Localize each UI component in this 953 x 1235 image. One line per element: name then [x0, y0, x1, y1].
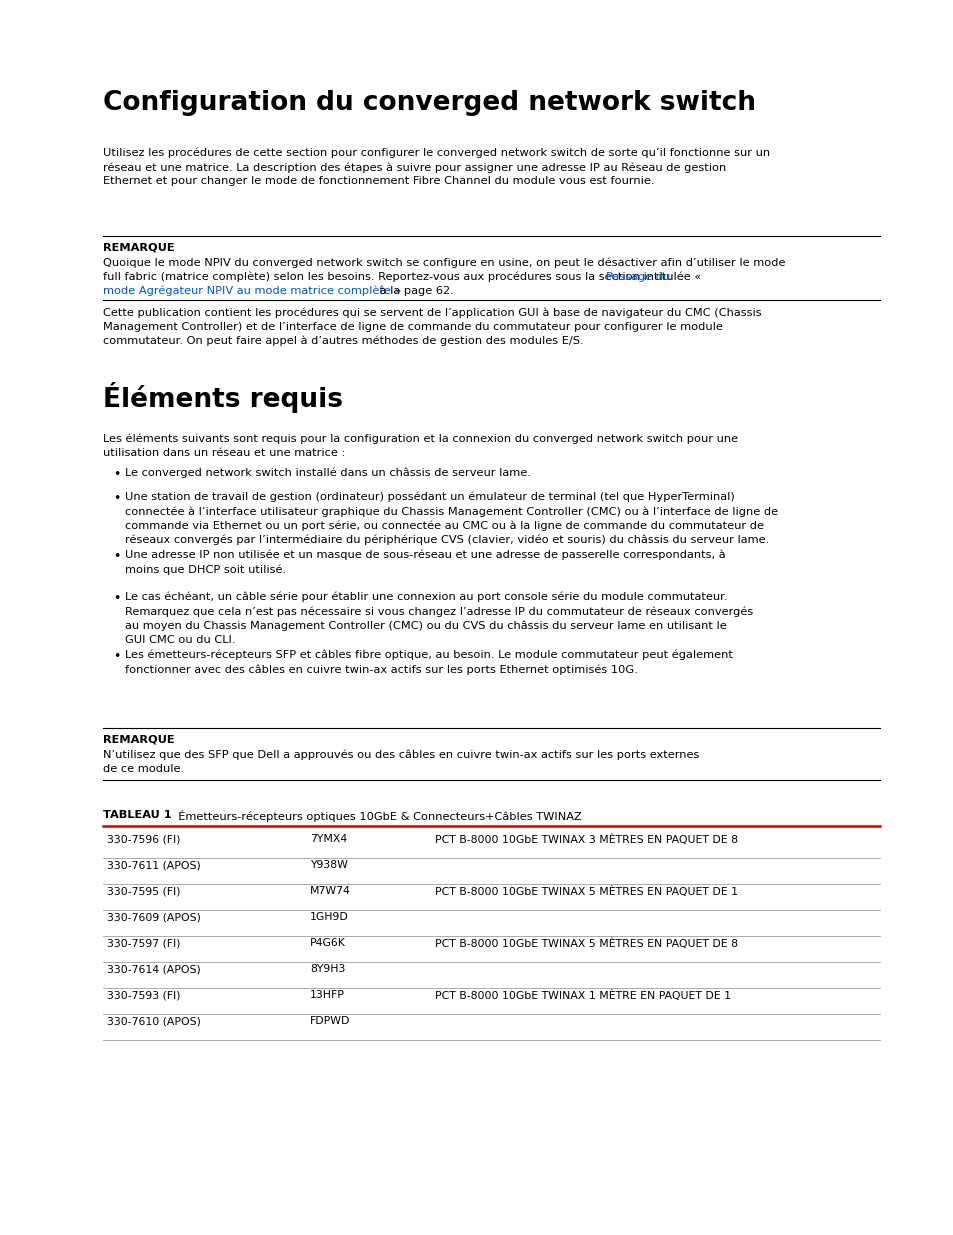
Text: Éléments requis: Éléments requis [103, 382, 343, 412]
Text: Le converged network switch installé dans un châssis de serveur lame.: Le converged network switch installé dan… [125, 468, 530, 478]
Text: Cette publication contient les procédures qui se servent de l’application GUI à : Cette publication contient les procédure… [103, 308, 760, 347]
Text: mode Agrégateur NPIV au mode matrice complète »: mode Agrégateur NPIV au mode matrice com… [103, 287, 401, 296]
Text: PCT B-8000 10GbE TWINAX 5 MÈTRES EN PAQUET DE 1: PCT B-8000 10GbE TWINAX 5 MÈTRES EN PAQU… [435, 885, 738, 897]
Text: 330-7610 (APOS): 330-7610 (APOS) [107, 1016, 201, 1026]
Text: 330-7611 (APOS): 330-7611 (APOS) [107, 860, 200, 869]
Text: 330-7614 (APOS): 330-7614 (APOS) [107, 965, 200, 974]
Text: 7YMX4: 7YMX4 [310, 834, 347, 844]
Text: P4G6K: P4G6K [310, 939, 346, 948]
Text: 330-7593 (FI): 330-7593 (FI) [107, 990, 180, 1000]
Text: N’utilisez que des SFP que Dell a approuvés ou des câbles en cuivre twin-ax acti: N’utilisez que des SFP que Dell a approu… [103, 750, 699, 774]
Text: M7W74: M7W74 [310, 885, 351, 897]
Text: REMARQUE: REMARQUE [103, 734, 174, 743]
Text: Passage du: Passage du [605, 272, 670, 282]
Text: 330-7609 (APOS): 330-7609 (APOS) [107, 911, 201, 923]
Text: Utilisez les procédures de cette section pour configurer le converged network sw: Utilisez les procédures de cette section… [103, 148, 769, 186]
Text: TABLEAU 1: TABLEAU 1 [103, 810, 172, 820]
Text: full fabric (matrice complète) selon les besoins. Reportez-vous aux procédures s: full fabric (matrice complète) selon les… [103, 272, 704, 283]
Text: Les émetteurs-récepteurs SFP et câbles fibre optique, au besoin. Le module commu: Les émetteurs-récepteurs SFP et câbles f… [125, 650, 732, 674]
Text: Le cas échéant, un câble série pour établir une connexion au port console série : Le cas échéant, un câble série pour étab… [125, 592, 753, 645]
Text: •: • [112, 468, 120, 480]
Text: 1GH9D: 1GH9D [310, 911, 349, 923]
Text: Y938W: Y938W [310, 860, 348, 869]
Text: Les éléments suivants sont requis pour la configuration et la connexion du conve: Les éléments suivants sont requis pour l… [103, 433, 738, 458]
Text: •: • [112, 550, 120, 563]
Text: REMARQUE: REMARQUE [103, 242, 174, 252]
Text: Émetteurs-récepteurs optiques 10GbE & Connecteurs+Câbles TWINAZ: Émetteurs-récepteurs optiques 10GbE & Co… [171, 810, 581, 823]
Text: PCT B-8000 10GbE TWINAX 3 MÈTRES EN PAQUET DE 8: PCT B-8000 10GbE TWINAX 3 MÈTRES EN PAQU… [435, 834, 738, 845]
Text: Quoique le mode NPIV du converged network switch se configure en usine, on peut : Quoique le mode NPIV du converged networ… [103, 258, 784, 268]
Text: FDPWD: FDPWD [310, 1016, 350, 1026]
Text: 8Y9H3: 8Y9H3 [310, 965, 345, 974]
Text: Configuration du converged network switch: Configuration du converged network switc… [103, 90, 755, 116]
Text: à la page 62.: à la page 62. [375, 287, 454, 296]
Text: •: • [112, 492, 120, 505]
Text: •: • [112, 592, 120, 605]
Text: PCT B-8000 10GbE TWINAX 1 MÈTRE EN PAQUET DE 1: PCT B-8000 10GbE TWINAX 1 MÈTRE EN PAQUE… [435, 990, 730, 1002]
Text: 330-7596 (FI): 330-7596 (FI) [107, 834, 180, 844]
Text: Une station de travail de gestion (ordinateur) possédant un émulateur de termina: Une station de travail de gestion (ordin… [125, 492, 778, 546]
Text: 330-7595 (FI): 330-7595 (FI) [107, 885, 180, 897]
Text: PCT B-8000 10GbE TWINAX 5 MÈTRES EN PAQUET DE 8: PCT B-8000 10GbE TWINAX 5 MÈTRES EN PAQU… [435, 939, 738, 948]
Text: 13HFP: 13HFP [310, 990, 345, 1000]
Text: 330-7597 (FI): 330-7597 (FI) [107, 939, 180, 948]
Text: •: • [112, 650, 120, 663]
Text: Une adresse IP non utilisée et un masque de sous-réseau et une adresse de passer: Une adresse IP non utilisée et un masque… [125, 550, 725, 574]
